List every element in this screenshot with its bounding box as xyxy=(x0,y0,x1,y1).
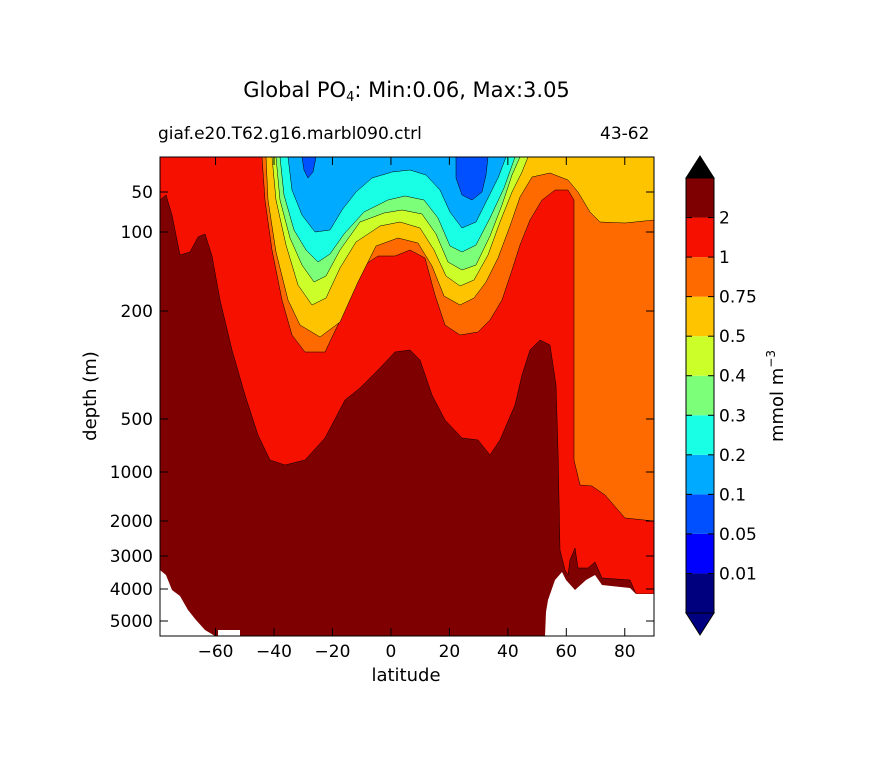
colorbar-segment xyxy=(686,217,714,258)
x-tick-label: 60 xyxy=(555,642,577,662)
colorbar-segment xyxy=(686,573,714,613)
colorbar-segment xyxy=(686,375,714,416)
chart-title: Global PO4: Min:0.06, Max:3.05 xyxy=(243,78,570,105)
colorbar-segment xyxy=(686,454,714,495)
x-tick-label: −40 xyxy=(256,642,292,662)
colorbar-frame xyxy=(685,177,715,614)
x-tick-label: 80 xyxy=(614,642,636,662)
y-tick-label: 2000 xyxy=(110,512,153,532)
land-mask xyxy=(160,570,654,636)
y-tick-label: 3000 xyxy=(110,547,153,567)
x-axis-label: latitude xyxy=(371,665,440,686)
y-axis-label: depth (m) xyxy=(80,351,101,441)
po4-band-above-2 xyxy=(160,194,654,636)
colorbar-label: mmol m−3 xyxy=(764,350,788,442)
case-name: giaf.e20.T62.g16.marbl090.ctrl xyxy=(158,124,422,144)
po4-band-0.1-to-0.2 xyxy=(287,157,507,233)
colorbar-tick-label: 0.1 xyxy=(719,485,746,505)
colorbar-tick-label: 0.5 xyxy=(719,327,746,347)
colorbar-tick-label: 0.2 xyxy=(719,446,746,466)
triangle-down-icon xyxy=(685,612,715,636)
colorbar-segment xyxy=(686,533,714,574)
colorbar-tick-label: 2 xyxy=(719,209,730,229)
x-tick-label: 20 xyxy=(439,642,461,662)
colorbar-segment xyxy=(686,257,714,297)
y-tick-label: 1000 xyxy=(110,463,153,483)
triangle-up-icon xyxy=(685,155,715,179)
colorbar-tick-label: 0.05 xyxy=(719,525,757,545)
y-axis: 50 100 200 500 1000 2000 3000 4000 5000 xyxy=(110,183,654,632)
colorbar-segment xyxy=(686,494,714,534)
x-tick-label: −60 xyxy=(198,642,234,662)
year-range: 43-62 xyxy=(600,124,650,144)
land-region xyxy=(545,572,654,636)
colorbar-segment xyxy=(686,178,714,218)
x-axis: −60 −40 −20 0 20 40 60 80 xyxy=(198,157,636,662)
colorbar-tick-label: 0.01 xyxy=(719,564,757,584)
x-tick-label: 0 xyxy=(386,642,397,662)
land-region xyxy=(218,630,240,636)
y-tick-label: 200 xyxy=(121,302,153,322)
colorbar-tick-label: 1 xyxy=(719,248,730,268)
colorbar-tick-label: 0.3 xyxy=(719,406,746,426)
section-plot xyxy=(160,157,654,636)
x-tick-label: −20 xyxy=(315,642,351,662)
po4-band-0.05-to-0.1-south-gyre xyxy=(301,157,317,179)
plot-frame xyxy=(159,156,655,637)
colorbar-segment xyxy=(686,415,714,455)
colorbar: 0.01 0.05 0.1 0.2 0.3 0.4 0.5 0.75 1 2 xyxy=(685,155,757,636)
land-region xyxy=(160,570,215,636)
y-tick-label: 4000 xyxy=(110,580,153,600)
po4-band-0.05-to-0.1-north-gyre xyxy=(455,157,489,201)
colorbar-tick-label: 0.4 xyxy=(719,367,746,387)
colorbar-tick-label: 0.75 xyxy=(719,288,757,308)
colorbar-segment xyxy=(686,336,714,376)
y-tick-label: 100 xyxy=(121,223,153,243)
y-tick-label: 5000 xyxy=(110,612,153,632)
y-tick-label: 50 xyxy=(131,183,153,203)
y-tick-label: 500 xyxy=(121,410,153,430)
colorbar-segment xyxy=(686,296,714,337)
x-tick-label: 40 xyxy=(497,642,519,662)
